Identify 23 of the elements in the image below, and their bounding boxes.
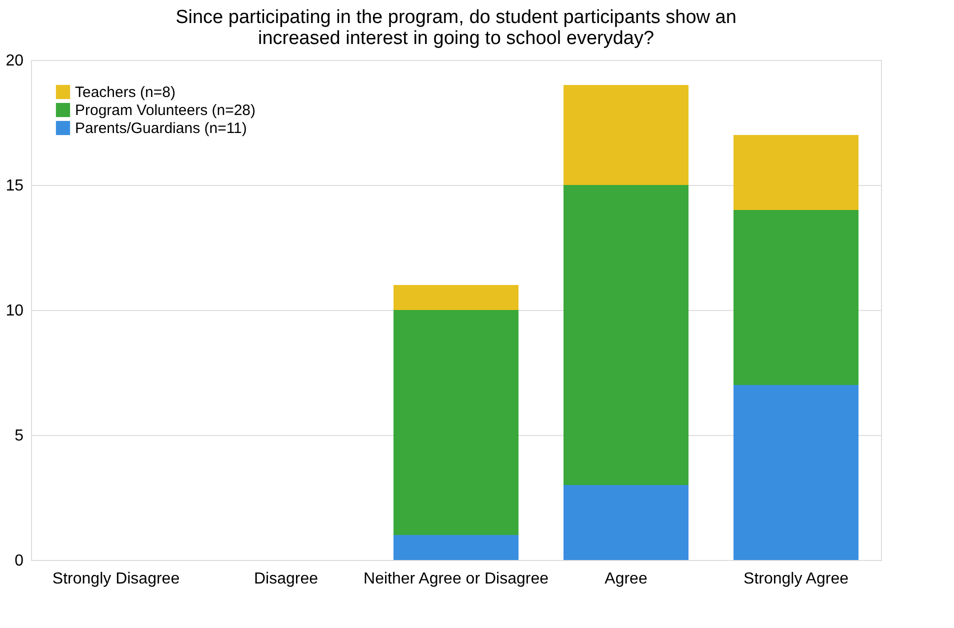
y-tick-label: 10 bbox=[6, 302, 24, 320]
bar bbox=[394, 535, 518, 560]
legend-label: Parents/Guardians (n=11) bbox=[75, 120, 247, 137]
bar bbox=[564, 485, 688, 560]
chart-title: Since participating in the program, do student participants show an increased interest in going to school everyday? bbox=[176, 7, 736, 49]
x-tick-label: Strongly Disagree bbox=[52, 570, 180, 588]
y-tick-label: 5 bbox=[14, 428, 24, 444]
y-tick-label: 0 bbox=[14, 552, 24, 570]
y-tick-label: 15 bbox=[6, 178, 24, 194]
x-tick-label: Neither Agree or Disagree bbox=[364, 570, 549, 588]
y-tick-label: 20 bbox=[6, 52, 24, 70]
bar bbox=[394, 310, 518, 535]
bar bbox=[564, 185, 688, 485]
legend-label: Teachers (n=8) bbox=[75, 84, 176, 101]
bar bbox=[734, 135, 858, 210]
x-tick-label: Agree bbox=[604, 570, 648, 588]
x-tick-label: Disagree bbox=[254, 570, 318, 588]
bar bbox=[564, 85, 688, 185]
x-tick-label: Strongly Agree bbox=[744, 570, 849, 588]
bar bbox=[394, 285, 518, 310]
bar bbox=[734, 210, 858, 385]
bar bbox=[734, 385, 858, 560]
legend-label: Program Volunteers (n=28) bbox=[75, 102, 256, 119]
